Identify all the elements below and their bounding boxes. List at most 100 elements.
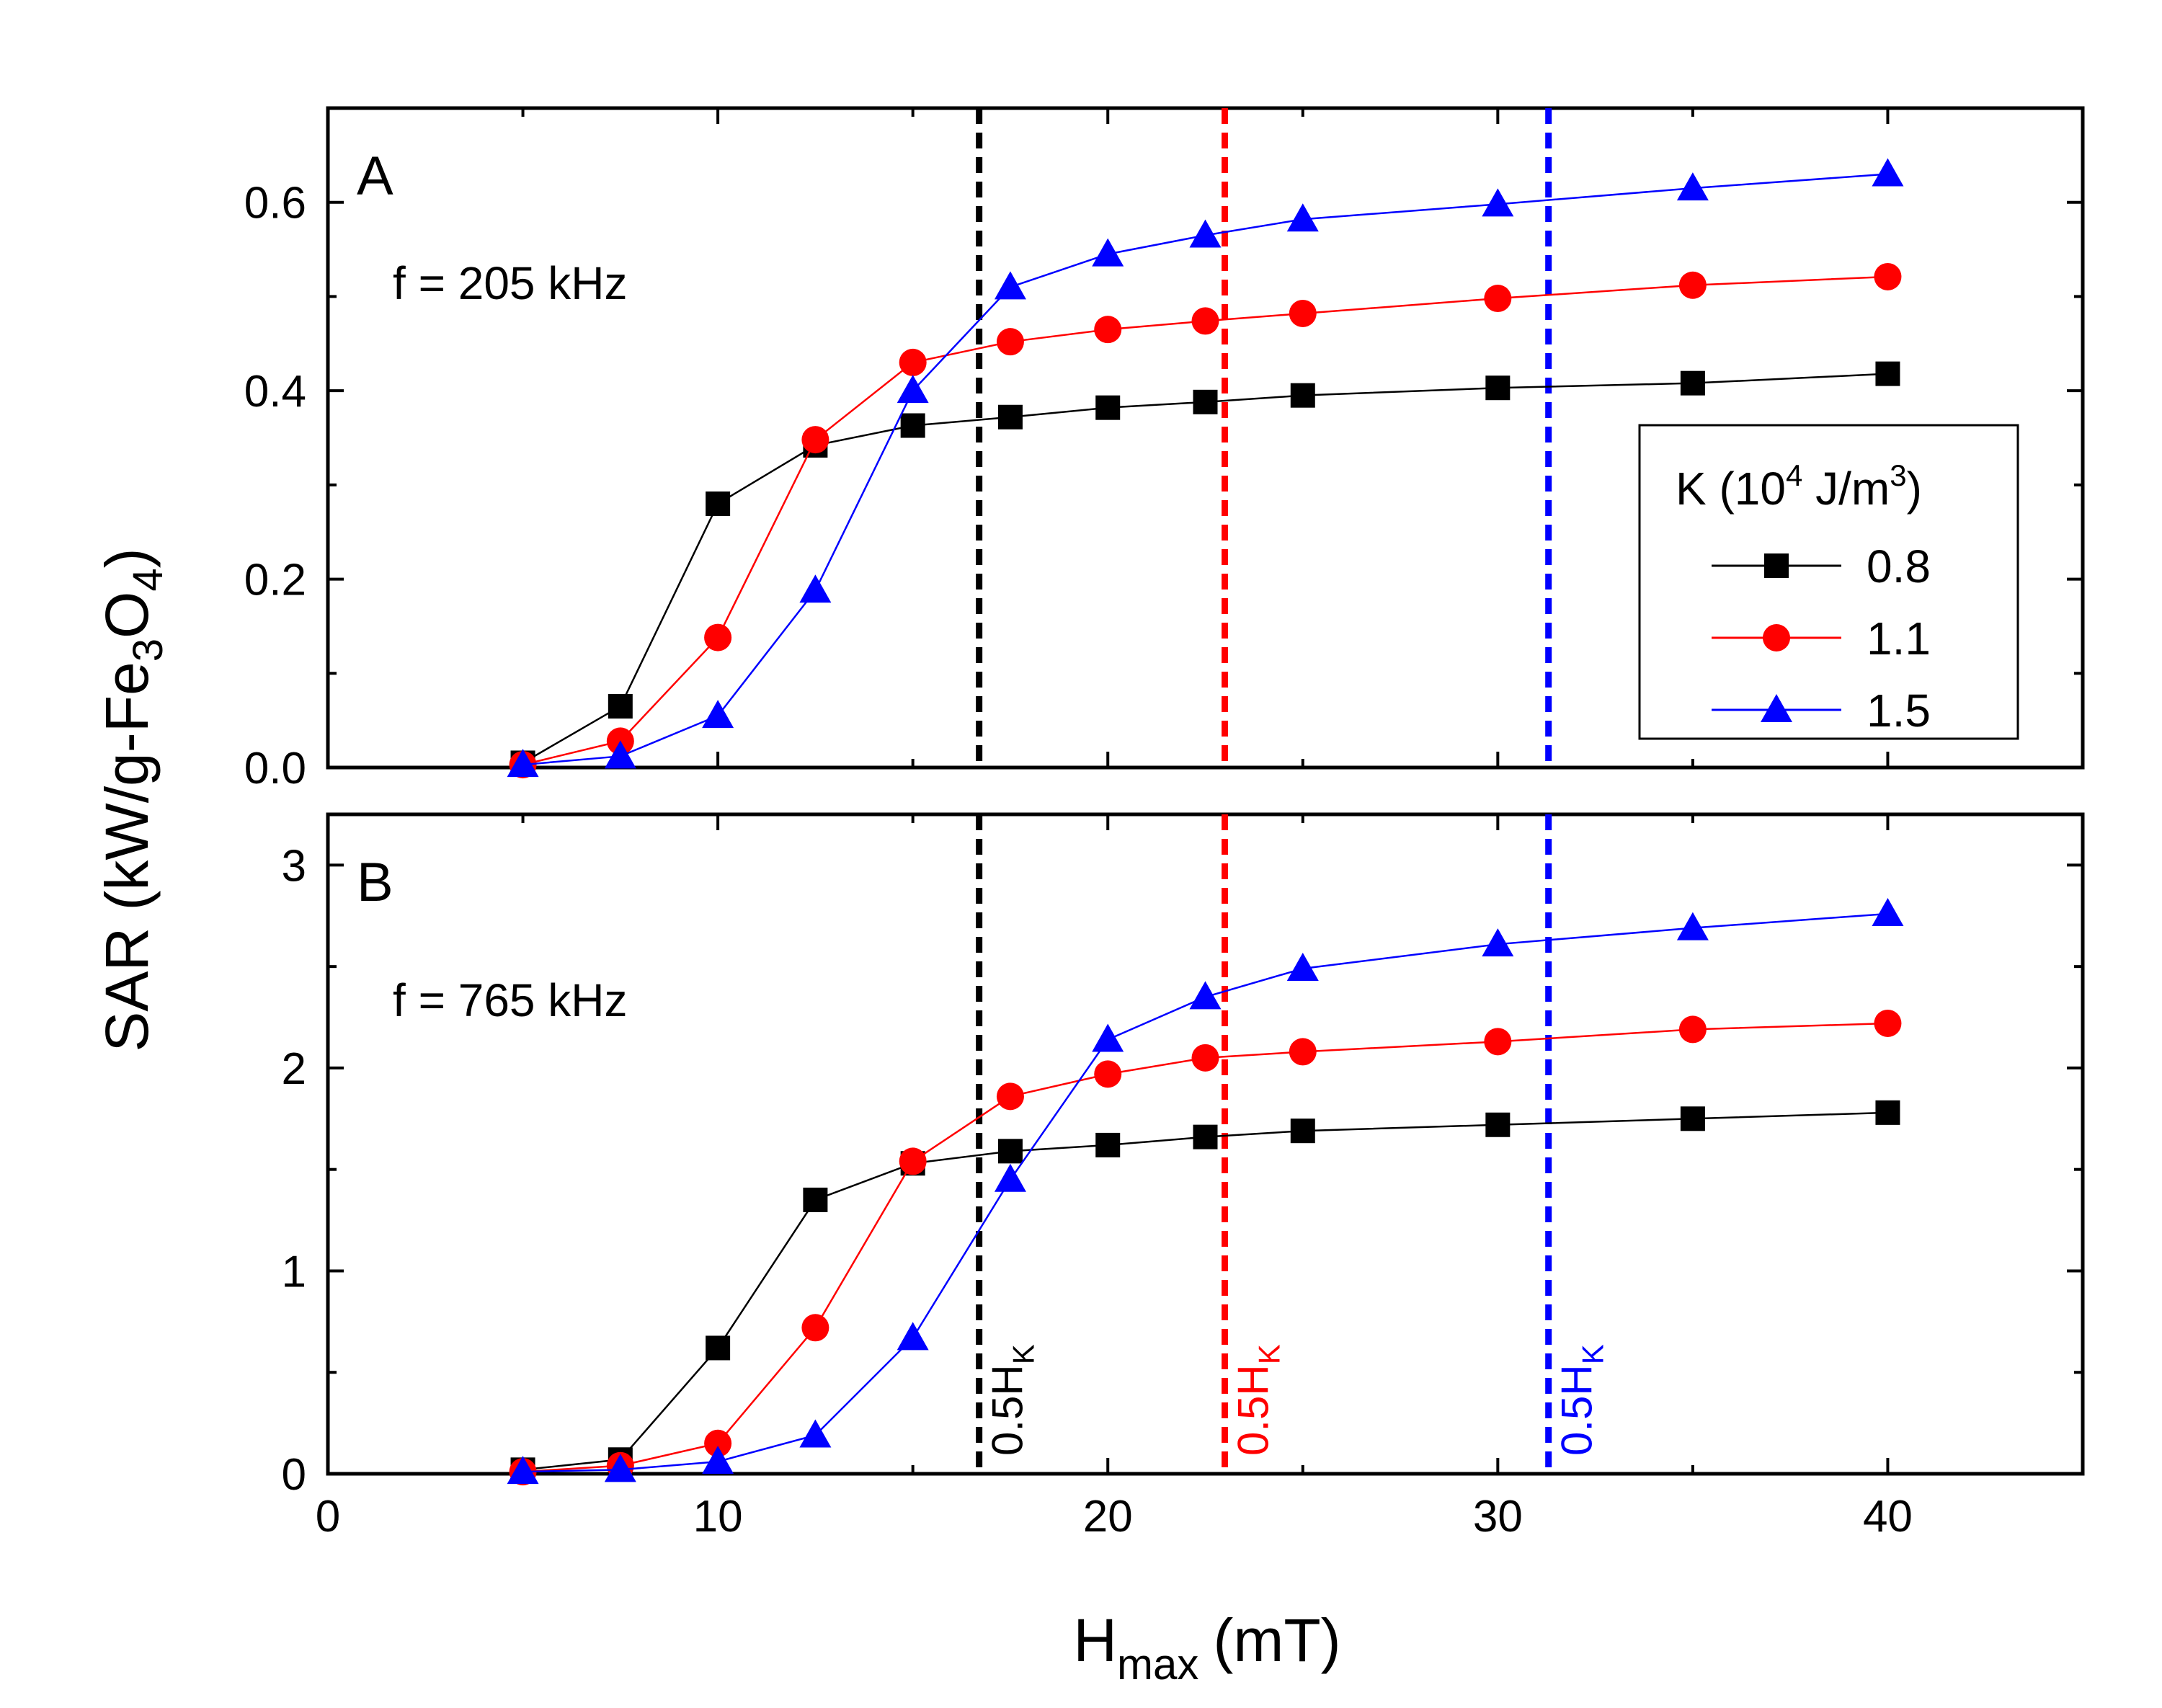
data-point-k-1.1 xyxy=(704,1429,732,1457)
panel-b-label: B xyxy=(357,852,393,913)
data-point-k-1.5 xyxy=(799,1419,832,1448)
data-point-k-0.8 xyxy=(1193,1124,1218,1149)
half-hk-label: 0.5HK xyxy=(1553,1344,1610,1456)
y-tick-label: 1 xyxy=(282,1247,306,1296)
y-title-main: SAR (kW/g-Fe xyxy=(93,662,161,1051)
plot-frame xyxy=(326,812,2085,1476)
data-point-k-0.8 xyxy=(1485,375,1511,401)
data-point-k-1.1 xyxy=(801,426,829,454)
x-tick-label: 10 xyxy=(693,1492,743,1542)
data-point-k-0.8 xyxy=(1290,1118,1315,1144)
data-point-k-0.8 xyxy=(706,1335,731,1361)
data-point-k-1.5 xyxy=(897,375,929,404)
data-point-k-1.1 xyxy=(1191,307,1219,335)
series-line-k-1.1 xyxy=(522,275,1888,766)
data-point-k-1.1 xyxy=(1289,1038,1317,1066)
y-title-close: ) xyxy=(93,548,161,568)
legend-title-close: ) xyxy=(1907,463,1922,515)
y-axis-title: SAR (kW/g-Fe3O4) xyxy=(93,548,172,1051)
data-point-k-1.5 xyxy=(1482,928,1514,957)
data-point-k-1.1 xyxy=(1094,316,1122,344)
data-point-k-1.5 xyxy=(1286,952,1319,981)
data-point-k-1.5 xyxy=(1189,981,1222,1010)
data-point-k-1.5 xyxy=(994,271,1026,300)
data-point-k-0.8 xyxy=(997,1139,1023,1164)
y-tick-label: 0.6 xyxy=(244,179,306,228)
data-point-k-1.1 xyxy=(1678,271,1707,299)
data-point-k-1.5 xyxy=(1286,203,1319,232)
data-point-k-1.1 xyxy=(996,328,1024,356)
legend-marker-1.1 xyxy=(1763,624,1790,651)
legend-title: K (104 J/m3) xyxy=(1676,458,1922,515)
series-line-k-1.5 xyxy=(522,912,1888,1473)
data-point-k-1.5 xyxy=(1872,158,1904,187)
data-point-k-1.5 xyxy=(1676,172,1709,201)
data-point-k-1.1 xyxy=(1094,1060,1122,1088)
legend-title-exp3: 3 xyxy=(1890,458,1906,492)
panel-a: 0.0 0.2 0.4 0.6 xyxy=(244,106,2085,793)
data-point-k-1.5 xyxy=(1482,188,1514,217)
data-point-k-1.5 xyxy=(702,700,734,729)
legend-label-0.8: 0.8 xyxy=(1867,541,1931,592)
data-point-k-0.8 xyxy=(608,694,633,719)
data-point-k-1.5 xyxy=(507,749,539,778)
x-tick-label: 20 xyxy=(1083,1492,1133,1542)
data-point-k-0.8 xyxy=(1680,370,1705,396)
data-point-k-0.8 xyxy=(1193,389,1218,414)
legend-label-1.5: 1.5 xyxy=(1867,685,1931,737)
x-tick-label: 40 xyxy=(1863,1492,1913,1542)
data-point-k-1.5 xyxy=(1872,897,1904,926)
data-point-k-1.1 xyxy=(1191,1044,1219,1072)
data-point-k-1.5 xyxy=(702,1446,734,1475)
data-point-k-1.1 xyxy=(899,1147,927,1175)
x-axis-title: Hmax (mT) xyxy=(1073,1606,1340,1689)
legend-box xyxy=(1638,424,2019,740)
data-point-k-1.5 xyxy=(994,1163,1026,1192)
half-hk-label: 0.5HK xyxy=(984,1344,1041,1456)
x-tick-label: 30 xyxy=(1473,1492,1523,1542)
x-title-unit: (mT) xyxy=(1213,1606,1340,1674)
data-point-k-0.8 xyxy=(706,492,731,516)
legend-title-exp4: 4 xyxy=(1786,458,1802,492)
data-point-k-1.5 xyxy=(1676,912,1709,940)
y-tick-label: 0.2 xyxy=(244,556,306,605)
data-point-k-0.8 xyxy=(1875,1100,1900,1125)
data-point-k-1.5 xyxy=(1189,219,1222,248)
plot-frame xyxy=(326,106,2085,770)
data-point-k-0.8 xyxy=(1485,1112,1511,1137)
data-point-k-1.5 xyxy=(604,740,636,769)
x-title-sub: max xyxy=(1117,1640,1198,1689)
data-point-k-1.1 xyxy=(1874,262,1902,290)
panel-a-label: A xyxy=(357,146,393,207)
y-title-sub-3: 3 xyxy=(125,639,172,662)
legend-marker-0.8 xyxy=(1764,553,1789,578)
data-point-k-1.1 xyxy=(801,1314,829,1342)
data-point-k-0.8 xyxy=(997,404,1023,430)
data-point-k-1.1 xyxy=(1678,1015,1707,1044)
legend: K (104 J/m3) 0.8 1.1 1.5 xyxy=(1638,424,2019,740)
data-point-k-1.5 xyxy=(507,1456,539,1485)
data-point-k-1.1 xyxy=(704,623,732,651)
data-point-k-1.1 xyxy=(899,348,927,376)
data-point-k-1.5 xyxy=(1092,1023,1124,1052)
panel-b-frequency: f = 765 kHz xyxy=(393,974,628,1026)
y-tick-label: 0.4 xyxy=(244,367,306,417)
y-tick-label: 3 xyxy=(282,841,306,891)
data-point-k-1.1 xyxy=(1874,1009,1902,1037)
series-line-k-0.8 xyxy=(522,1111,1888,1471)
data-point-k-1.1 xyxy=(996,1082,1024,1111)
y-tick-label: 0 xyxy=(282,1450,306,1500)
series-line-k-1.5 xyxy=(522,173,1888,766)
legend-title-unit: J/m xyxy=(1802,463,1890,515)
series-line-k-0.8 xyxy=(522,373,1888,764)
data-point-k-1.5 xyxy=(897,1322,929,1351)
legend-title-k: K (10 xyxy=(1676,463,1786,515)
data-point-k-0.8 xyxy=(1290,383,1315,408)
y-tick-label: 0.0 xyxy=(244,744,306,793)
half-hk-label: 0.5HK xyxy=(1229,1344,1286,1456)
data-point-k-0.8 xyxy=(1875,361,1900,386)
data-point-k-0.8 xyxy=(1680,1106,1705,1131)
data-point-k-0.8 xyxy=(803,1187,828,1212)
x-tick-label: 0 xyxy=(316,1492,340,1542)
